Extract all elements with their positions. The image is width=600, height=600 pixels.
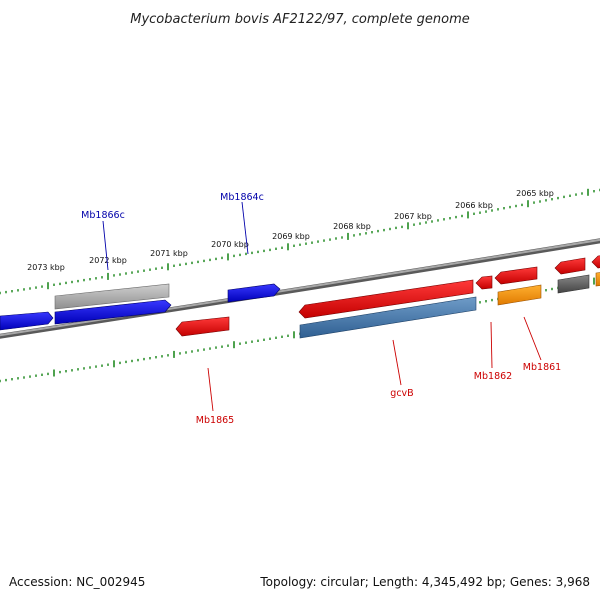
gene-orange-edge[interactable] (595, 272, 600, 287)
leader-mb1864c (241, 201, 249, 255)
kbp-label-2071: 2071 kbp (150, 249, 188, 258)
map-title: Mycobacterium bovis AF2122/97, complete … (130, 12, 469, 27)
gene-label-gcvb: gcvB (390, 388, 413, 399)
kbp-label-2067: 2067 kbp (394, 212, 432, 221)
kbp-label-2065: 2065 kbp (516, 189, 554, 198)
gene-mb1861[interactable] (497, 284, 542, 306)
accession-text: Accession: NC_002945 (9, 575, 145, 589)
gene-mb1861-upper[interactable] (494, 266, 538, 285)
leader-mb1861 (523, 316, 542, 361)
outer-tick-ruler (0, 188, 600, 295)
backbone (0, 238, 600, 337)
gene-forward-left[interactable] (0, 311, 54, 331)
gene-label-mb1865: Mb1865 (196, 415, 234, 426)
gene-mb1866c[interactable] (54, 299, 172, 325)
leader-mb1862 (490, 321, 493, 369)
gene-dark-right[interactable] (557, 274, 590, 294)
gene-label-mb1861: Mb1861 (523, 362, 561, 373)
gene-label-mb1864c: Mb1864c (220, 192, 264, 203)
kbp-label-2068: 2068 kbp (333, 222, 371, 231)
kbp-label-2066: 2066 kbp (455, 201, 493, 210)
kbp-label-2072: 2072 kbp (89, 256, 127, 265)
gene-label-mb1866c: Mb1866c (81, 210, 125, 221)
gene-red-right[interactable] (554, 257, 586, 275)
gene-mb1865[interactable] (175, 316, 230, 337)
gene-label-mb1862: Mb1862 (474, 371, 512, 382)
kbp-label-2073: 2073 kbp (27, 263, 65, 272)
gene-red-edge[interactable] (591, 255, 600, 269)
gene-pseudo-mb1866c[interactable] (54, 283, 170, 310)
kbp-label-2070: 2070 kbp (211, 240, 249, 249)
leader-gcvb (392, 339, 402, 386)
leader-mb1866c (102, 220, 109, 271)
kbp-label-2069: 2069 kbp (272, 232, 310, 241)
gene-mb1864c[interactable] (227, 283, 281, 303)
gene-gcvb-upper[interactable] (298, 279, 474, 319)
genome-summary-text: Topology: circular; Length: 4,345,492 bp… (259, 575, 590, 589)
gene-mb1862[interactable] (475, 275, 493, 290)
gene-gcvb-rna[interactable] (299, 296, 477, 339)
leader-mb1865 (207, 367, 214, 412)
